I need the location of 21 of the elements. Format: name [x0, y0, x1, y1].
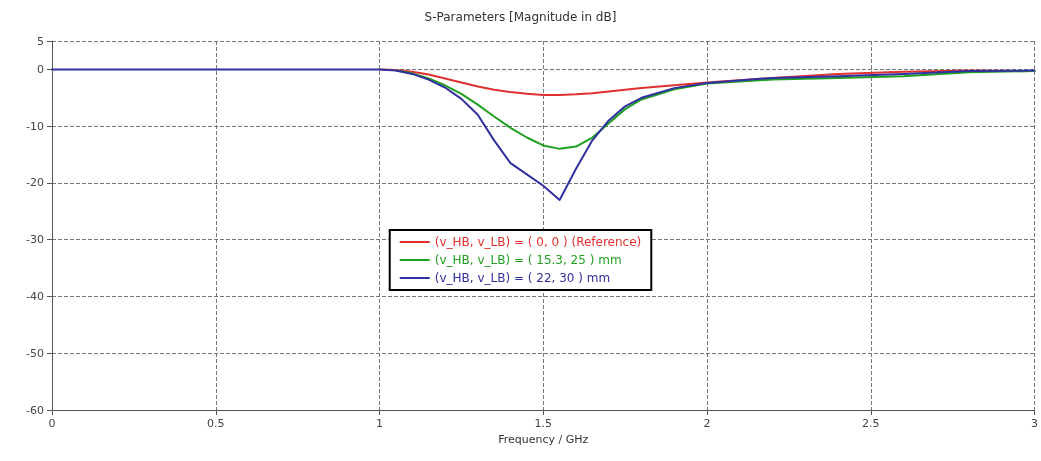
x-axis-title: Frequency / GHz	[498, 433, 589, 446]
y-tick-label: -30	[26, 233, 44, 247]
x-tick-label: 3	[1031, 417, 1038, 430]
x-tick-label: 1	[376, 417, 383, 430]
y-tick-label: -50	[26, 346, 44, 360]
y-tick-label: -10	[26, 119, 44, 133]
y-tick-label: -60	[26, 403, 44, 417]
line-series	[51, 68, 1036, 201]
x-tick-label: 0	[48, 417, 56, 430]
y-tick-label: 0	[37, 62, 44, 76]
y-tick-label: -20	[26, 176, 44, 190]
x-tick-label: 0.5	[207, 417, 225, 430]
chart-title: S-Parameters [Magnitude in dB]	[424, 10, 617, 24]
y-tick-label: 5	[37, 34, 44, 48]
legend-label: (v_HB, v_LB) = ( 15.3, 25 ) mm	[434, 253, 622, 267]
y-tick-label: -40	[26, 289, 44, 303]
legend-label: (v_HB, v_LB) = ( 22, 30 ) mm	[434, 271, 611, 285]
x-tick-label: 2.5	[862, 417, 880, 430]
legend-label: (v_HB, v_LB) = ( 0, 0 ) (Reference)	[434, 235, 642, 249]
x-tick-label: 1.5	[534, 417, 552, 430]
x-tick-label: 2	[703, 417, 711, 430]
